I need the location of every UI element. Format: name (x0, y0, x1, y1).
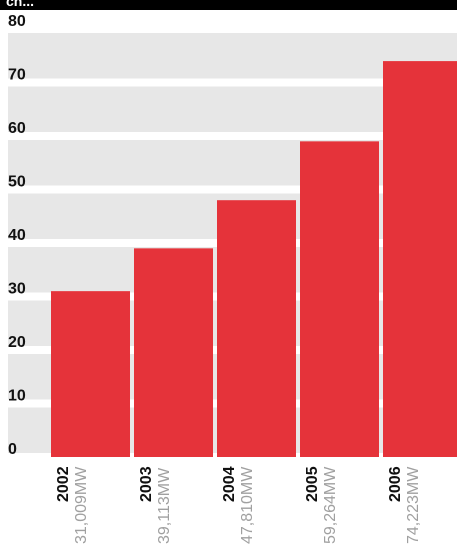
bar-2005 (300, 141, 379, 457)
y-tick-label: 50 (8, 174, 26, 191)
y-tick-label: 40 (8, 227, 26, 244)
data-label: 47,810MW (239, 466, 256, 544)
bar-2003 (134, 248, 213, 457)
y-tick-label: 10 (8, 388, 26, 405)
x-tick-label: 2005 (304, 466, 321, 502)
data-label: 39,113MW (156, 467, 173, 544)
grid-band (8, 86, 457, 132)
bar-2004 (217, 200, 296, 457)
grid-band (8, 140, 457, 186)
bar-2006 (383, 61, 457, 457)
bar-2002 (51, 291, 130, 457)
y-tick-label: 30 (8, 281, 26, 298)
y-tick-label: 70 (8, 67, 26, 84)
x-tick-label: 2002 (55, 466, 72, 502)
grid-band (8, 33, 457, 79)
chart-title: ch... (6, 0, 35, 9)
x-tick-label: 2003 (138, 466, 155, 502)
y-tick-label: 80 (8, 13, 26, 30)
x-tick-label: 2004 (221, 466, 238, 502)
data-label: 31,009MW (73, 466, 90, 544)
data-label: 59,264MW (322, 466, 339, 544)
y-tick-label: 60 (8, 120, 26, 137)
data-label: 74,223MW (405, 466, 422, 544)
title-bar: ch... (0, 0, 457, 10)
x-tick-label: 2006 (387, 466, 404, 502)
y-tick-label: 0 (8, 441, 17, 458)
y-tick-label: 20 (8, 334, 26, 351)
